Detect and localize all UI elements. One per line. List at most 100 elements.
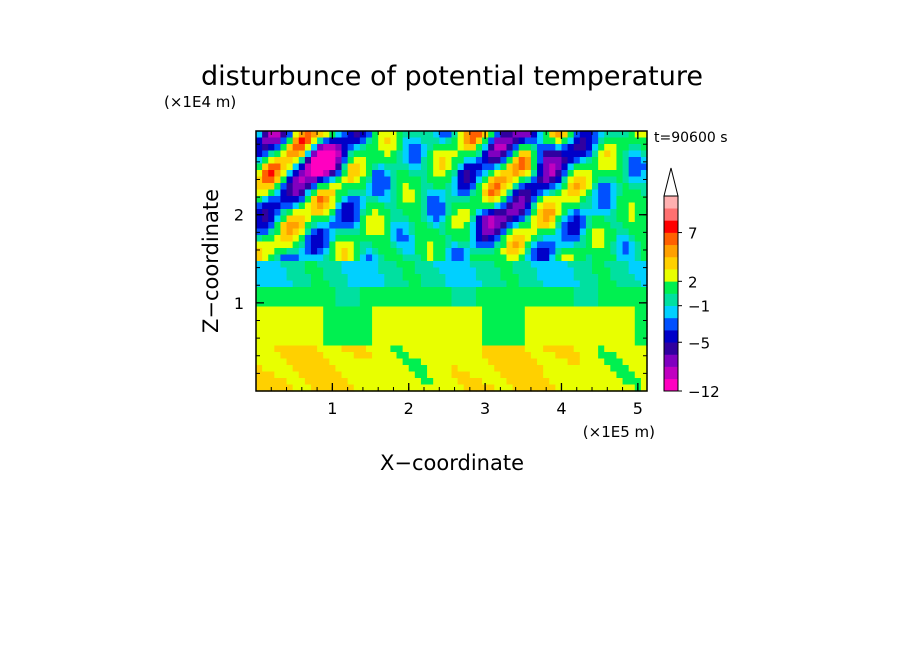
field-cell bbox=[402, 339, 410, 347]
field-cell bbox=[567, 150, 575, 158]
field-cell bbox=[268, 235, 275, 243]
field-cell bbox=[537, 131, 544, 139]
field-cell bbox=[482, 170, 489, 178]
field-cell bbox=[378, 365, 385, 373]
field-cell bbox=[494, 365, 501, 373]
field-cell bbox=[555, 176, 563, 184]
field-cell bbox=[494, 319, 501, 327]
field-cell bbox=[317, 371, 324, 379]
field-cell bbox=[543, 170, 550, 178]
field-cell bbox=[616, 313, 624, 321]
field-cell bbox=[640, 345, 648, 353]
field-cell bbox=[537, 306, 544, 314]
field-cell bbox=[365, 319, 373, 327]
field-cell bbox=[262, 306, 269, 314]
field-cell bbox=[592, 358, 599, 366]
field-cell bbox=[610, 371, 618, 379]
field-cell bbox=[500, 157, 508, 165]
field-cell bbox=[494, 196, 501, 204]
field-cell bbox=[585, 378, 593, 386]
field-cell bbox=[469, 189, 477, 197]
field-cell bbox=[304, 176, 312, 184]
field-cell bbox=[469, 209, 477, 217]
field-cell bbox=[451, 365, 459, 373]
field-cell bbox=[384, 345, 392, 353]
field-cell bbox=[469, 332, 477, 340]
field-cell bbox=[567, 306, 575, 314]
field-cell bbox=[512, 287, 520, 295]
field-cell bbox=[585, 150, 593, 158]
field-cell bbox=[427, 280, 434, 288]
colorbar-label: 7 bbox=[688, 225, 698, 243]
field-cell bbox=[475, 261, 483, 269]
field-cell bbox=[537, 293, 544, 301]
field-cell bbox=[445, 157, 453, 165]
field-cell bbox=[439, 228, 446, 236]
field-cell bbox=[622, 319, 630, 327]
field-cell bbox=[579, 228, 587, 236]
field-cell bbox=[396, 345, 404, 353]
field-cell bbox=[298, 313, 306, 321]
field-cell bbox=[439, 267, 446, 275]
field-cell bbox=[500, 313, 508, 321]
field-cell bbox=[408, 228, 416, 236]
field-cell bbox=[463, 222, 471, 230]
field-cell bbox=[286, 144, 294, 152]
field-cell bbox=[335, 196, 343, 204]
field-cell bbox=[329, 378, 337, 386]
field-cell bbox=[573, 365, 581, 373]
field-cell bbox=[592, 235, 599, 243]
field-cell bbox=[298, 235, 306, 243]
field-cell bbox=[256, 254, 263, 262]
field-cell bbox=[372, 274, 379, 282]
field-cell bbox=[262, 352, 269, 360]
field-cell bbox=[537, 150, 544, 158]
field-cell bbox=[310, 287, 318, 295]
field-cell bbox=[628, 378, 636, 386]
field-cell bbox=[365, 215, 373, 223]
field-cell bbox=[512, 241, 520, 249]
field-cell bbox=[469, 131, 477, 139]
field-cell bbox=[280, 300, 288, 308]
field-cell bbox=[384, 384, 392, 392]
field-cell bbox=[567, 319, 575, 327]
field-cell bbox=[427, 339, 434, 347]
field-cell bbox=[439, 157, 446, 165]
field-cell bbox=[579, 209, 587, 217]
field-cell bbox=[439, 137, 446, 145]
field-cell bbox=[567, 384, 575, 392]
field-cell bbox=[445, 293, 453, 301]
field-cell bbox=[555, 222, 563, 230]
field-cell bbox=[353, 274, 361, 282]
field-cell bbox=[359, 313, 367, 321]
field-cell bbox=[427, 157, 434, 165]
field-cell bbox=[579, 196, 587, 204]
field-cell bbox=[604, 332, 611, 340]
field-cell bbox=[573, 254, 581, 262]
field-cell bbox=[524, 267, 532, 275]
field-cell bbox=[310, 378, 318, 386]
field-cell bbox=[439, 345, 446, 353]
field-cell bbox=[579, 131, 587, 139]
field-cell bbox=[414, 319, 422, 327]
field-cell bbox=[610, 241, 618, 249]
field-cell bbox=[616, 189, 624, 197]
field-cell bbox=[280, 339, 288, 347]
field-cell bbox=[537, 326, 544, 334]
field-cell bbox=[488, 378, 495, 386]
field-cell bbox=[408, 293, 416, 301]
field-cell bbox=[543, 189, 550, 197]
field-cell bbox=[433, 300, 440, 308]
field-cell bbox=[549, 196, 556, 204]
field-cell bbox=[634, 241, 642, 249]
field-cell bbox=[286, 274, 294, 282]
field-cell bbox=[488, 176, 495, 184]
field-cell bbox=[616, 280, 624, 288]
field-cell bbox=[543, 228, 550, 236]
field-cell bbox=[445, 144, 453, 152]
field-cell bbox=[408, 300, 416, 308]
field-cell bbox=[323, 144, 330, 152]
field-cell bbox=[433, 137, 440, 145]
field-cell bbox=[518, 241, 526, 249]
field-cell bbox=[604, 241, 611, 249]
